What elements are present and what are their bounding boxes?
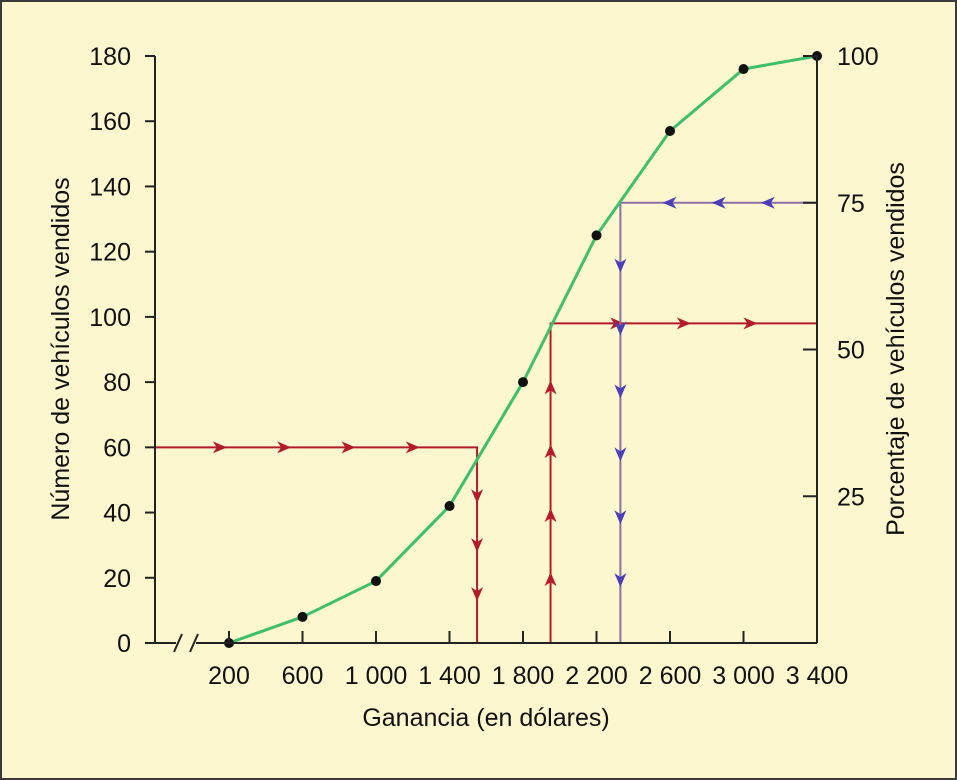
- y-tick-label: 100: [89, 304, 131, 332]
- x-tick-label: 2 200: [565, 662, 628, 690]
- y-tick-label: 140: [89, 173, 131, 201]
- guide-arrow-red: [544, 380, 557, 395]
- guide-arrow-red: [544, 508, 557, 523]
- guide-arrow-red: [277, 441, 292, 454]
- guide-lines: [155, 196, 817, 643]
- x-tick-label: 1 400: [418, 662, 481, 690]
- guide-line-red: [549, 322, 817, 643]
- guide-arrow-red: [212, 441, 227, 454]
- data-point: [591, 230, 602, 241]
- data-point: [444, 501, 455, 512]
- guide-arrow-blue: [711, 196, 726, 209]
- y-tick-label: 120: [89, 239, 131, 267]
- guide-arrow-blue: [614, 573, 627, 588]
- data-point: [665, 126, 675, 137]
- guide-arrow-red: [471, 489, 484, 504]
- guide-arrow-blue: [614, 447, 627, 462]
- y-axis-title: Número de vehículos vendidos: [47, 177, 75, 520]
- guide-arrow-red: [471, 538, 484, 553]
- guide-arrow-red: [544, 572, 557, 587]
- guide-arrow-red: [471, 587, 484, 602]
- guide-arrow-blue: [662, 196, 677, 209]
- axis-break-mark: [189, 633, 199, 653]
- x-tick-label: 200: [208, 662, 250, 690]
- guide-arrow-blue: [614, 384, 627, 399]
- data-point: [738, 64, 749, 75]
- x-tick-label: 3 400: [786, 662, 849, 690]
- y2-tick-label: 50: [837, 337, 865, 365]
- y-tick-label: 0: [117, 630, 131, 658]
- y-tick-label: 40: [103, 500, 131, 528]
- x-tick-label: 1 000: [345, 662, 408, 690]
- x-tick-label: 2 600: [639, 662, 702, 690]
- data-point: [518, 377, 528, 388]
- x-tick-label: 3 000: [712, 662, 775, 690]
- y-tick-label: 160: [89, 108, 131, 136]
- y-tick-label: 60: [103, 434, 131, 462]
- guide-arrow-blue: [760, 196, 775, 209]
- y-tick-label: 180: [89, 43, 131, 71]
- guide-arrow-blue: [614, 258, 627, 273]
- guide-line-red: [155, 446, 479, 643]
- x-tick-label: 600: [282, 662, 324, 690]
- data-point: [297, 611, 308, 622]
- guide-arrow-blue: [614, 321, 627, 336]
- y2-tick-label: 25: [837, 483, 865, 511]
- y-tick-label: 80: [103, 369, 131, 397]
- guide-arrow-red: [743, 317, 758, 330]
- y-tick-label: 20: [103, 565, 131, 593]
- axis-break-mark: [173, 633, 183, 653]
- x-axis-title: Ganancia (en dólares): [362, 704, 609, 732]
- cumulative-curve: [228, 54, 818, 645]
- guide-arrow-red: [544, 444, 557, 459]
- y2-tick-label: 75: [837, 190, 865, 218]
- y2-tick-label: 100: [837, 43, 879, 71]
- y2-axis-title: Porcentaje de vehículos vendidos: [882, 162, 910, 536]
- guide-arrow-blue: [614, 510, 627, 525]
- guide-arrow-red: [676, 317, 691, 330]
- guide-line-blue: [619, 201, 817, 643]
- guide-arrow-red: [341, 441, 356, 454]
- guide-arrow-red: [405, 441, 420, 454]
- data-point: [371, 576, 381, 587]
- x-tick-label: 1 800: [492, 662, 555, 690]
